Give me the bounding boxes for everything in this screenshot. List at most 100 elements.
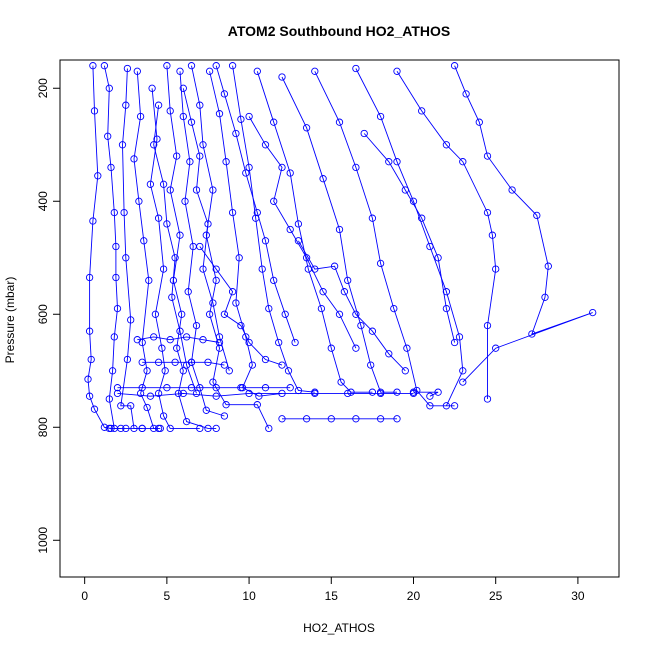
data-point: [222, 401, 230, 409]
data-point: [138, 424, 146, 433]
data-point: [311, 389, 319, 398]
data-point: [199, 336, 207, 344]
data-point: [434, 254, 442, 262]
data-point: [344, 389, 352, 398]
data-point: [127, 316, 135, 324]
data-point: [541, 293, 549, 301]
data-point: [258, 265, 266, 273]
series-line: [153, 105, 197, 394]
data-point: [204, 358, 212, 366]
series-4: [146, 84, 204, 433]
data-point: [154, 358, 163, 366]
data-point: [204, 424, 212, 433]
data-point: [270, 197, 278, 205]
data-point: [212, 392, 220, 400]
data-point: [199, 141, 207, 149]
x-tick-label: 20: [407, 589, 421, 603]
data-point: [335, 225, 344, 234]
data-point: [225, 367, 233, 375]
data-point: [105, 424, 113, 433]
data-point: [184, 288, 192, 296]
data-point: [136, 112, 145, 121]
data-point: [434, 388, 442, 396]
data-point: [163, 220, 171, 228]
data-point: [278, 73, 286, 81]
series-line: [117, 392, 414, 397]
data-point: [319, 288, 327, 296]
data-point: [228, 288, 237, 296]
data-point: [270, 118, 278, 126]
data-point: [85, 392, 94, 400]
series-line: [120, 68, 143, 429]
x-tick-label: 10: [242, 589, 256, 603]
data-point: [450, 62, 459, 70]
data-point: [196, 424, 204, 433]
data-point: [376, 389, 385, 398]
data-point: [159, 265, 168, 273]
series-3: [130, 67, 164, 433]
data-point: [220, 310, 229, 318]
data-point: [187, 62, 196, 70]
series-line: [298, 240, 406, 372]
data-point: [212, 276, 220, 285]
data-point: [265, 304, 273, 313]
data-point: [209, 378, 217, 386]
series-line: [149, 88, 200, 429]
data-point: [232, 129, 240, 138]
data-point: [209, 299, 217, 307]
y-tick-label: 400: [36, 191, 50, 211]
data-point: [215, 338, 224, 347]
y-tick-label: 800: [36, 417, 50, 437]
data-point: [133, 67, 141, 75]
data-point: [112, 273, 120, 282]
data-point: [442, 304, 451, 313]
data-point: [117, 402, 125, 410]
data-point: [352, 344, 360, 352]
data-point: [196, 101, 204, 109]
chart-title: ATOM2 Southbound HO2_ATHOS: [228, 23, 450, 39]
data-point: [182, 333, 191, 341]
series-1: [100, 62, 125, 433]
data-point: [182, 417, 191, 426]
data-point: [390, 304, 398, 313]
data-point: [138, 384, 146, 392]
data-point: [275, 338, 283, 347]
y-tick-label: 1000: [36, 527, 50, 554]
data-point: [393, 388, 401, 396]
data-point: [209, 186, 217, 194]
data-point: [401, 186, 409, 194]
data-point: [302, 124, 311, 132]
data-point: [286, 225, 294, 234]
data-point: [281, 310, 289, 318]
data-point: [187, 118, 196, 126]
data-point: [107, 163, 115, 172]
series-25: [150, 101, 201, 398]
data-point: [528, 330, 536, 338]
data-point: [192, 389, 201, 398]
data-point: [130, 155, 138, 163]
data-point: [120, 208, 128, 217]
y-tick-label: 600: [36, 304, 50, 324]
data-point: [179, 112, 187, 121]
data-point: [237, 115, 245, 123]
data-point: [483, 395, 492, 403]
x-tick-label: 30: [571, 589, 585, 603]
data-point: [265, 424, 273, 433]
data-point: [393, 67, 401, 75]
series-line: [103, 65, 121, 429]
data-point: [176, 67, 184, 75]
data-point: [196, 152, 204, 160]
data-point: [278, 415, 286, 423]
data-point: [483, 208, 492, 217]
data-point: [173, 344, 181, 352]
series-9: [228, 62, 319, 396]
data-point: [89, 62, 97, 70]
data-point: [163, 384, 171, 392]
data-point: [85, 327, 94, 335]
data-point: [284, 367, 293, 375]
data-point: [105, 395, 113, 403]
plot-frame: [59, 59, 620, 578]
data-point: [110, 208, 118, 217]
